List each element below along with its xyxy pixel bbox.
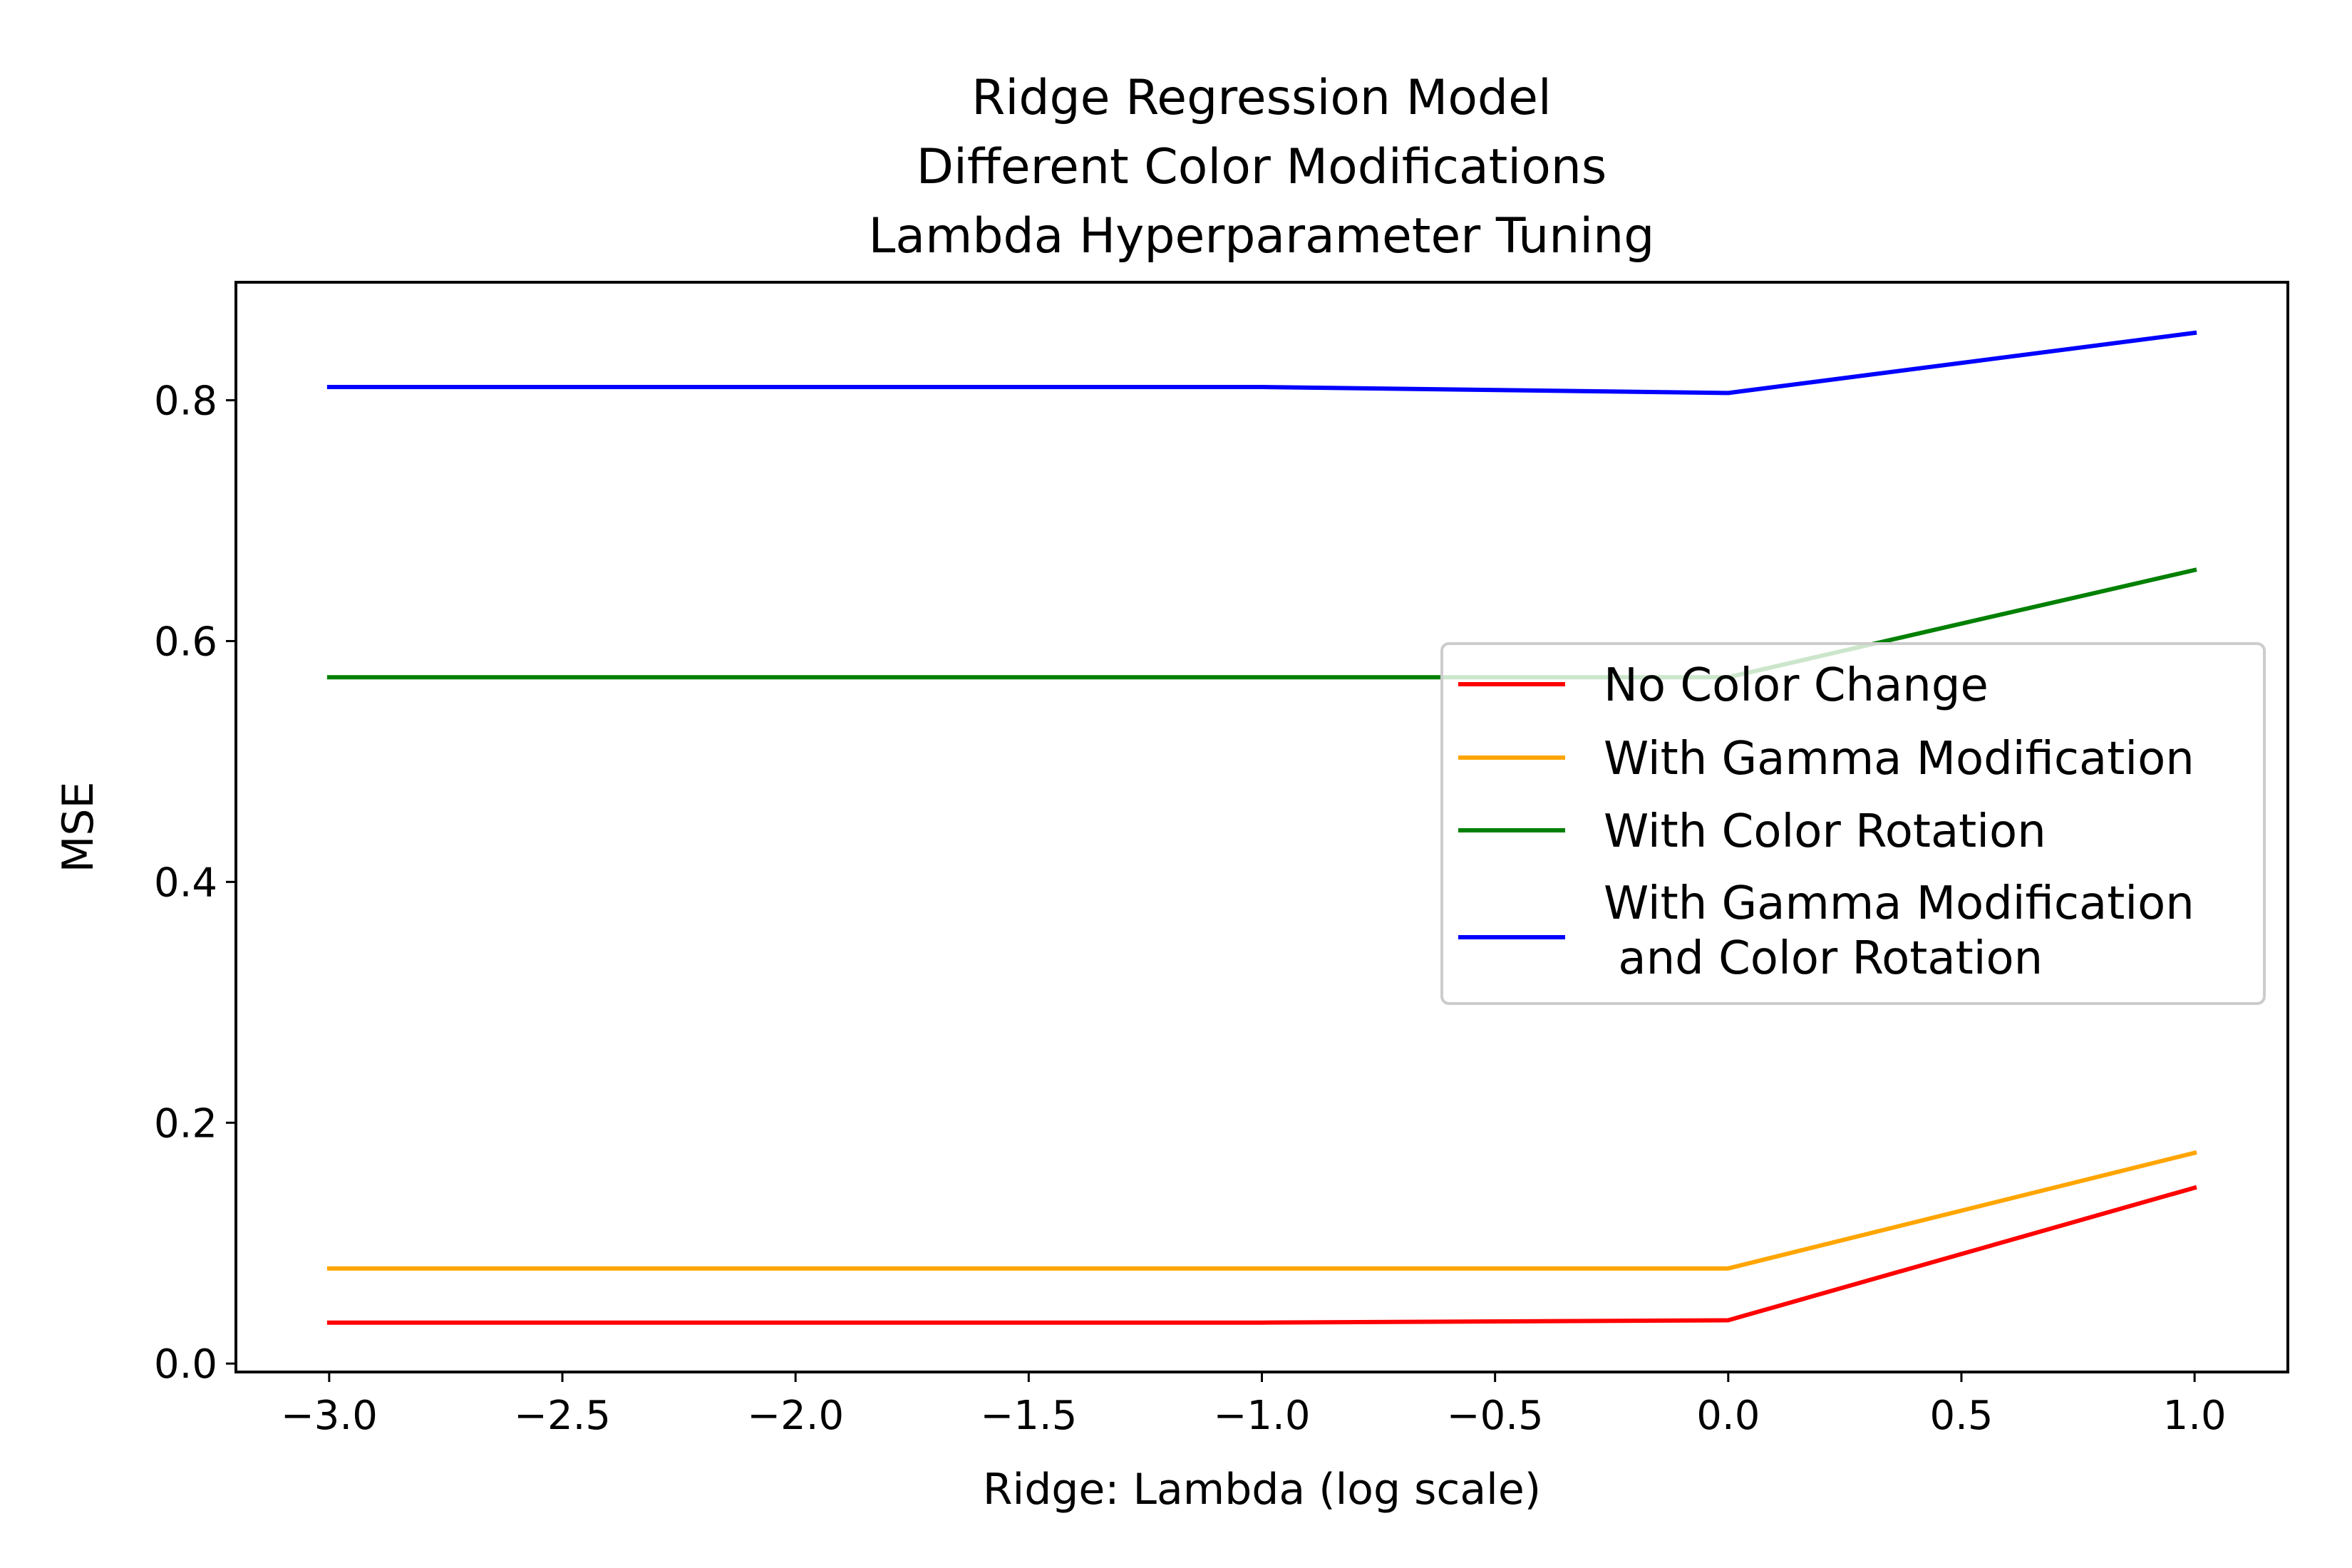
y-tick-label: 0.8 — [154, 378, 217, 425]
x-tick-label: −2.0 — [747, 1393, 844, 1439]
legend-label: With Gamma Modification and Color Rotati… — [1604, 877, 2194, 985]
chart-title-line: Lambda Hyperparameter Tuning — [869, 208, 1655, 264]
series-line — [326, 1150, 2197, 1271]
series-line — [326, 1185, 2197, 1325]
x-tick-label: 0.5 — [1929, 1393, 1993, 1439]
y-tick-label: 0.0 — [154, 1341, 217, 1388]
x-axis-label: Ridge: Lambda (log scale) — [983, 1465, 1541, 1515]
y-axis-label: MSE — [53, 782, 103, 873]
x-tick-label: −1.5 — [980, 1393, 1077, 1439]
x-tick-label: −1.0 — [1214, 1393, 1311, 1439]
x-tick-label: −3.0 — [281, 1393, 378, 1439]
y-tick-label: 0.6 — [154, 619, 217, 665]
x-tick-label: −2.5 — [514, 1393, 611, 1439]
y-axis: 0.0 0.2 0.4 0.6 0.8 — [154, 378, 236, 1388]
series-lines — [326, 330, 2197, 1325]
y-tick-label: 0.2 — [154, 1100, 217, 1147]
series-line — [326, 567, 2197, 680]
x-axis: −3.0 −2.5 −2.0 −1.5 −1.0 −0.5 0.0 0.5 1.0 — [281, 1372, 2227, 1439]
legend: No Color Change With Gamma Modification Wi… — [1440, 642, 2266, 1005]
chart-title-line: Ridge Regression Model — [971, 70, 1552, 126]
x-tick-label: 0.0 — [1696, 1393, 1760, 1439]
x-tick-label: 1.0 — [2163, 1393, 2227, 1439]
y-tick-label: 0.4 — [154, 860, 217, 906]
legend-label: No Color Change — [1604, 659, 1989, 712]
legend-box — [1440, 642, 2266, 1005]
chart-title: Ridge Regression Model Different Color Mo… — [869, 70, 1655, 264]
chart-title-line: Different Color Modifications — [917, 139, 1607, 195]
series-line — [326, 330, 2197, 396]
legend-label: With Color Rotation — [1604, 805, 2046, 858]
x-tick-label: −0.5 — [1447, 1393, 1544, 1439]
legend-label: With Gamma Modification — [1604, 733, 2194, 785]
